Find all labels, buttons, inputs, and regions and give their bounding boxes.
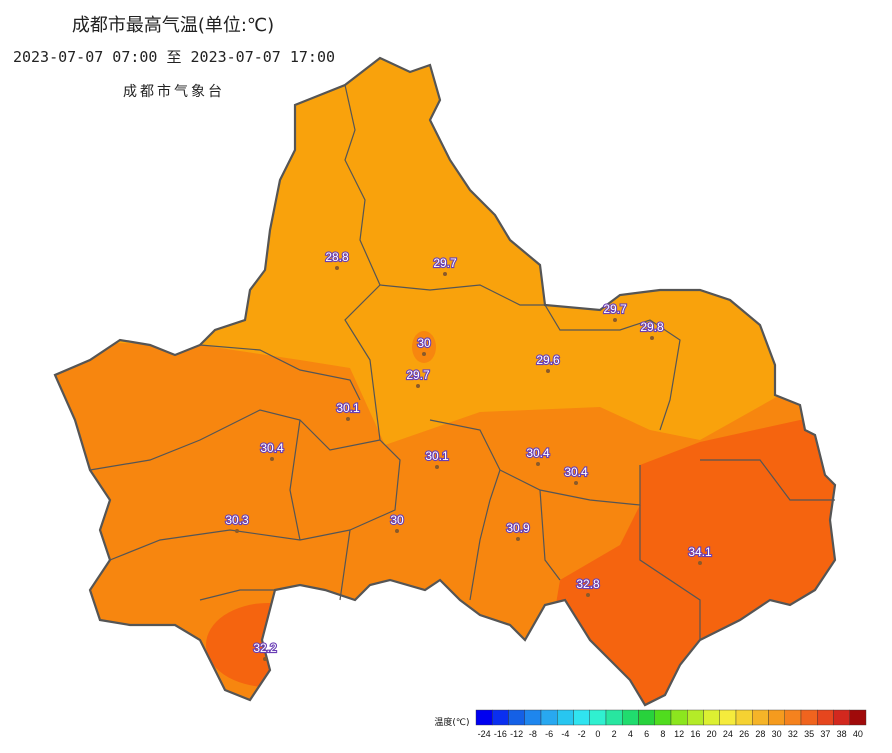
legend-swatch [752, 709, 769, 726]
legend-swatch [638, 709, 655, 726]
legend-swatch [524, 709, 542, 726]
legend-tick: 2 [612, 729, 617, 739]
station-value: 32.8 [576, 577, 600, 591]
station-dot [546, 369, 550, 373]
legend-swatch [540, 709, 558, 726]
issuer: 成都市气象台 [123, 83, 225, 100]
station-value: 30.4 [260, 441, 284, 455]
station-value: 30.9 [506, 521, 530, 535]
station-value: 29.6 [536, 353, 560, 367]
station-dot [650, 336, 654, 340]
legend: 温度(℃) -24 -16 -12 -8 -6 -4 -2 0 2 4 6 8 12 16 20 24 26 28… [434, 709, 867, 739]
station-value: 29.7 [433, 256, 457, 270]
legend-tick: -8 [529, 729, 537, 739]
station-value: 32.2 [253, 641, 277, 655]
legend-swatch [849, 709, 867, 726]
station-dot [586, 593, 590, 597]
legend-tick: 28 [755, 729, 765, 739]
legend-label: 温度(℃) [434, 716, 469, 728]
legend-tick: -4 [561, 729, 569, 739]
legend-tick: 40 [853, 729, 863, 739]
station-dot [416, 384, 420, 388]
legend-tick: 6 [644, 729, 649, 739]
station-dot [335, 266, 339, 270]
legend-tick: 32 [788, 729, 798, 739]
legend-tick: 8 [660, 729, 665, 739]
legend-swatch [622, 709, 639, 726]
station-value: 29.8 [640, 320, 664, 334]
legend-tick: 37 [820, 729, 830, 739]
legend-swatch [768, 709, 785, 726]
station-dot [536, 462, 540, 466]
station-value: 30.1 [336, 401, 360, 415]
map-title: 成都市最高气温(单位:℃) [72, 15, 274, 36]
legend-tick: -24 [478, 729, 491, 739]
legend-swatch [654, 709, 672, 726]
legend-tick: -6 [545, 729, 553, 739]
legend-tick: 4 [628, 729, 633, 739]
station-value: 30 [417, 336, 431, 350]
stations: 28.8 29.7 29.7 29.8 30 29.6 29.7 30.1 30.4 30.1 30… [224, 249, 713, 661]
station-value: 30.4 [564, 465, 588, 479]
legend-swatch [687, 709, 704, 726]
legend-tick: 38 [837, 729, 847, 739]
station-dot [270, 457, 274, 461]
station-value: 30.4 [526, 446, 550, 460]
legend-swatch [605, 709, 623, 726]
station-value: 30.1 [425, 449, 449, 463]
district-borders [89, 84, 835, 640]
station-dot [613, 318, 617, 322]
legend-tick: -12 [510, 729, 523, 739]
station-dot [422, 352, 426, 356]
station-value: 29.7 [603, 302, 627, 316]
station-dot [395, 529, 399, 533]
station-dot [346, 417, 350, 421]
legend-swatch [800, 709, 818, 726]
station-dot [443, 272, 447, 276]
legend-tick: 26 [739, 729, 749, 739]
time-range: 2023-07-07 07:00 至 2023-07-07 17:00 [13, 48, 335, 66]
station-value: 30 [390, 513, 404, 527]
station-dot [574, 481, 578, 485]
legend-tick: 30 [772, 729, 782, 739]
station-value: 29.7 [406, 368, 430, 382]
legend-swatch [557, 709, 574, 726]
legend-swatch [508, 709, 525, 726]
station-value: 28.8 [325, 250, 349, 264]
station-dot [698, 561, 702, 565]
legend-swatch [833, 709, 850, 726]
legend-tick: -16 [494, 729, 507, 739]
legend-tick: 12 [674, 729, 684, 739]
zone-30-32 [412, 331, 436, 363]
legend-swatch [573, 709, 590, 726]
station-value: 34.1 [688, 545, 712, 559]
station-dot [235, 529, 239, 533]
legend-swatch [817, 709, 834, 726]
legend-tick: 24 [723, 729, 733, 739]
station-dot [516, 537, 520, 541]
legend-tick: 16 [690, 729, 700, 739]
legend-swatch [589, 709, 607, 726]
station-value: 30.3 [225, 513, 249, 527]
station-dot [435, 465, 439, 469]
legend-tick: 35 [804, 729, 814, 739]
legend-tick: 0 [595, 729, 600, 739]
legend-swatch [492, 709, 509, 726]
legend-swatch [703, 709, 720, 726]
legend-tick: -2 [578, 729, 586, 739]
station-dot [263, 657, 267, 661]
legend-tick: 20 [707, 729, 717, 739]
legend-swatch [475, 709, 493, 726]
legend-swatch [719, 709, 737, 726]
legend-swatch [784, 709, 802, 726]
legend-swatch [670, 709, 688, 726]
legend-swatch [735, 709, 753, 726]
